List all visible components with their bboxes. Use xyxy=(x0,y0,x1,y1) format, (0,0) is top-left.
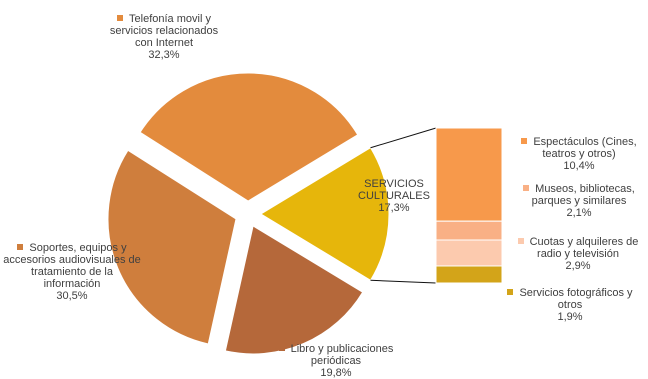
pie-label-soportes: Soportes, equipos y accesorios audiovisu… xyxy=(2,242,142,302)
legend-swatch xyxy=(518,238,524,244)
legend-swatch xyxy=(521,138,527,144)
legend-swatch xyxy=(507,289,513,295)
label-text: Museos, bibliotecas, parques y similares xyxy=(532,183,635,207)
pie-label-libro: Libro y publicaciones periódicas 19,8% xyxy=(262,343,410,379)
label-value: 2,1% xyxy=(510,207,648,219)
pie-label-telefonia: Telefonía movil y servicios relacionados… xyxy=(100,13,228,61)
legend-swatch xyxy=(523,185,529,191)
legend-swatch xyxy=(17,244,23,250)
legend-swatch xyxy=(117,15,123,21)
label-value: 10,4% xyxy=(510,160,648,172)
label-text: Cuotas y alquileres de radio y televisió… xyxy=(530,236,639,260)
label-value: 17,3% xyxy=(378,202,409,214)
label-value: 1,9% xyxy=(500,311,640,323)
label-value: 32,3% xyxy=(100,49,228,61)
pie-label-servicios-culturales: SERVICIOS CULTURALES 17,3% xyxy=(344,178,444,214)
breakdown-label-cuotas: Cuotas y alquileres de radio y televisió… xyxy=(508,236,648,272)
bar-segment-fotograficos xyxy=(436,266,502,283)
breakdown-label-fotograficos: Servicios fotográficos y otros 1,9% xyxy=(500,287,640,323)
legend-swatch xyxy=(279,345,285,351)
label-text: Libro y publicaciones periódicas xyxy=(291,343,394,367)
breakdown-bar xyxy=(436,128,502,283)
connector-line-bottom xyxy=(371,280,436,283)
label-text: Servicios fotográficos y otros xyxy=(519,287,632,311)
label-text: Telefonía movil y servicios relacionados… xyxy=(110,13,218,49)
bar-segment-cuotas xyxy=(436,240,502,266)
bar-segment-espectaculos xyxy=(436,128,502,221)
connector-line-top xyxy=(371,128,436,148)
label-text: Espectáculos (Cines, teatros y otros) xyxy=(533,136,636,160)
breakdown-label-espectaculos: Espectáculos (Cines, teatros y otros) 10… xyxy=(510,136,648,172)
label-value: 19,8% xyxy=(262,367,410,379)
label-value: 2,9% xyxy=(508,260,648,272)
label-text: Soportes, equipos y accesorios audiovisu… xyxy=(3,242,141,290)
label-text: SERVICIOS CULTURALES xyxy=(358,178,430,202)
label-value: 30,5% xyxy=(2,290,142,302)
bar-segment-museos xyxy=(436,221,502,240)
breakdown-label-museos: Museos, bibliotecas, parques y similares… xyxy=(510,183,648,219)
